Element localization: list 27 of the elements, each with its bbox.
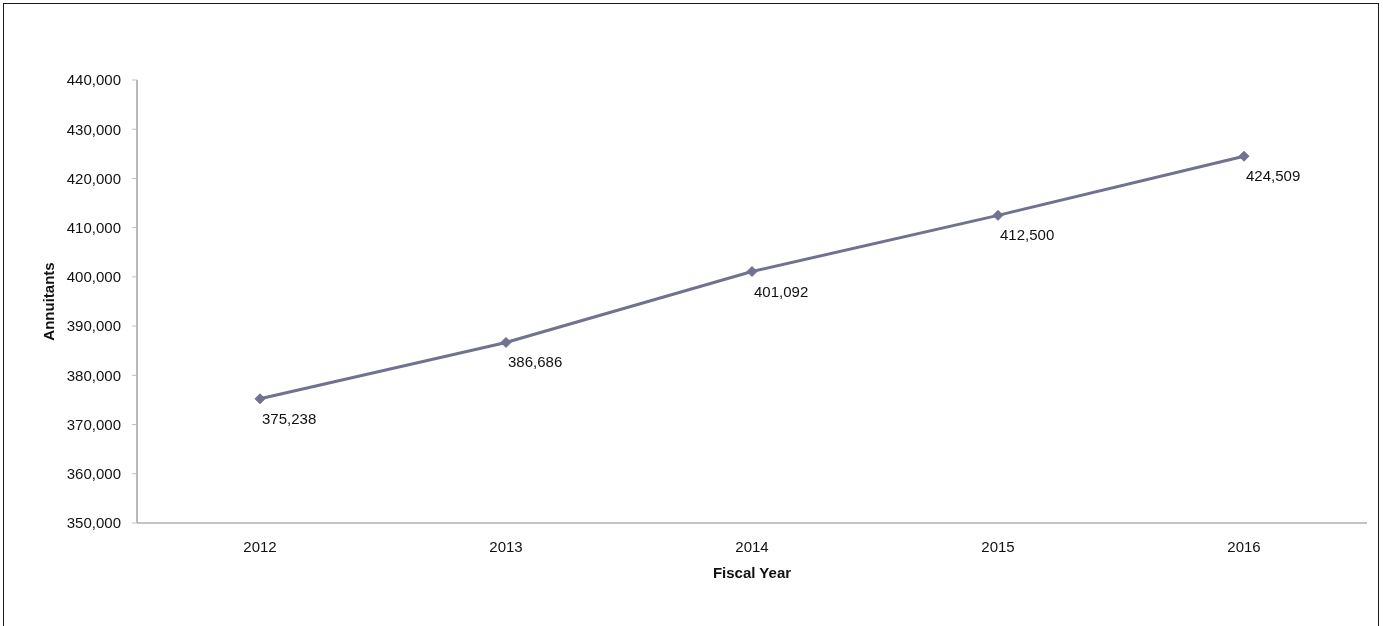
data-label: 375,238 bbox=[262, 409, 317, 427]
y-tick-label: 390,000 bbox=[66, 317, 121, 335]
y-axis-title: Annuitants bbox=[39, 262, 57, 341]
y-tick-label: 380,000 bbox=[66, 366, 121, 384]
data-label: 412,500 bbox=[1000, 226, 1055, 244]
y-tick-label: 410,000 bbox=[66, 218, 121, 236]
point bbox=[992, 209, 1004, 221]
x-tick-label: 2014 bbox=[735, 537, 769, 555]
data-label: 386,686 bbox=[508, 353, 563, 371]
x-tick-label: 2012 bbox=[243, 537, 277, 555]
data-label: 401,092 bbox=[754, 282, 809, 300]
y-tick-label: 400,000 bbox=[66, 268, 121, 286]
point bbox=[254, 393, 266, 405]
point bbox=[1238, 150, 1250, 162]
y-tick-label: 360,000 bbox=[66, 465, 121, 483]
x-tick-label: 2013 bbox=[489, 537, 523, 555]
x-axis-title: Fiscal Year bbox=[712, 564, 792, 581]
y-tick-label: 350,000 bbox=[66, 514, 121, 532]
y-tick-label: 420,000 bbox=[66, 169, 121, 187]
y-tick-label: 440,000 bbox=[66, 71, 121, 89]
data-label: 424,509 bbox=[1246, 167, 1301, 185]
x-tick-label: 2015 bbox=[981, 537, 1015, 555]
y-tick-label: 430,000 bbox=[66, 120, 121, 138]
point bbox=[500, 336, 512, 348]
y-tick-label: 370,000 bbox=[66, 415, 121, 433]
point bbox=[746, 266, 758, 278]
x-tick-label: 2016 bbox=[1227, 537, 1261, 555]
